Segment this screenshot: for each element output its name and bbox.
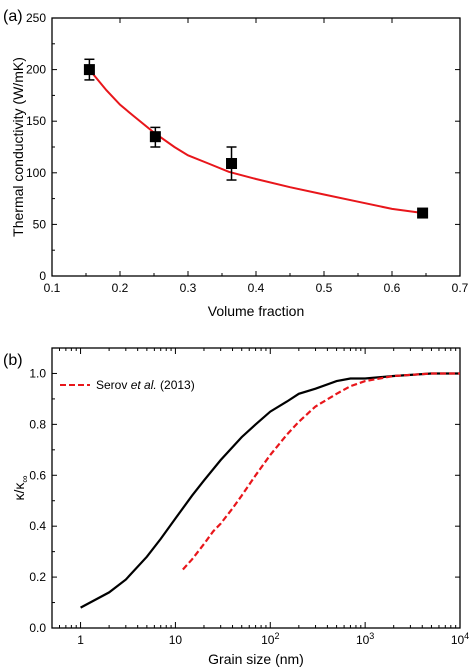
y-tick-label: 0.2 — [29, 570, 46, 584]
panel-b-y-ticks: 0.0 0.2 0.4 0.6 0.8 1.0 — [29, 366, 460, 635]
data-point-square — [149, 131, 161, 143]
x-tick-label-base: 1 — [77, 633, 84, 647]
y-tick-label: 0.6 — [29, 468, 46, 482]
x-tick-label: 0.4 — [248, 281, 265, 295]
panel-b-y-axis-title: κ/κ∞ — [11, 475, 31, 500]
y-tick-label: 0 — [39, 269, 46, 283]
y-tick-label: 0.8 — [29, 417, 46, 431]
x-tick-label-base: 10 — [169, 633, 183, 647]
serov-2013-curve — [182, 372, 460, 571]
panel-a-data — [83, 58, 429, 219]
x-tick-label: 102 — [261, 631, 279, 647]
data-point-square — [417, 207, 429, 219]
model-curve — [80, 372, 460, 609]
panel-a-y-ticks: 0 50 100 150 200 250 — [26, 11, 460, 283]
panel-b-x-axis-title: Grain size (nm) — [208, 651, 304, 667]
x-tick-label-base: 10 — [356, 633, 370, 647]
x-tick-label: 0.3 — [180, 281, 197, 295]
panel-a: (a) 0.1 0.2 0.3 0.4 0.5 0.6 0.7 0 50 100 150 200 25… — [3, 8, 469, 319]
y-tick-label: 0.4 — [29, 519, 46, 533]
y-tick-label: 200 — [26, 63, 46, 77]
panel-b-legend: Serov et al. (2013) — [60, 378, 195, 392]
x-tick-label: 0.5 — [316, 281, 333, 295]
panel-b-label: (b) — [3, 352, 23, 369]
legend-serov-year: (2013) — [157, 378, 195, 392]
legend-serov-etal: et al. — [131, 378, 157, 392]
panel-a-y-axis-title: Thermal conductivity (W/mK) — [10, 57, 26, 237]
panel-a-plot-frame — [51, 17, 461, 277]
fit-curve — [88, 68, 423, 214]
x-tick-label: 104 — [451, 631, 469, 647]
x-tick-label: 10 — [169, 633, 183, 647]
x-tick-label-base: 10 — [451, 633, 465, 647]
panel-b-y-axis-title-main: κ/κ — [11, 482, 27, 501]
x-tick-label: 0.2 — [112, 281, 129, 295]
y-tick-label: 0.0 — [29, 621, 46, 635]
x-tick-label-exponent: 4 — [464, 631, 469, 641]
panel-b-x-ticks: 1 10 102 103 104 — [51, 348, 469, 647]
legend-serov-author: Serov — [96, 378, 131, 392]
data-point-square — [226, 158, 238, 170]
x-tick-label-base: 10 — [261, 633, 275, 647]
y-tick-label: 50 — [33, 217, 47, 231]
y-tick-label: 100 — [26, 166, 46, 180]
y-tick-label: 150 — [26, 114, 46, 128]
panel-a-label: (a) — [3, 8, 23, 25]
data-point-square — [83, 64, 95, 76]
panel-b-data — [80, 372, 460, 609]
panel-a-x-ticks: 0.1 0.2 0.3 0.4 0.5 0.6 0.7 — [44, 18, 469, 295]
x-tick-label: 1 — [77, 633, 84, 647]
x-tick-label: 0.6 — [384, 281, 401, 295]
x-tick-label: 103 — [356, 631, 374, 647]
x-tick-label: 0.7 — [452, 281, 469, 295]
y-tick-label: 1.0 — [29, 366, 46, 380]
y-tick-label: 250 — [26, 11, 46, 25]
x-tick-label: 0.1 — [44, 281, 61, 295]
x-tick-label-exponent: 3 — [369, 631, 374, 641]
legend-serov-label: Serov et al. (2013) — [96, 378, 195, 392]
panel-b-y-axis-title-sub: ∞ — [20, 475, 31, 482]
panel-b: (b) 1 10 102 103 104 0.00.20.40.60.81.0 Grai… — [3, 347, 469, 667]
x-tick-label-exponent: 2 — [274, 631, 279, 641]
panel-a-x-axis-title: Volume fraction — [208, 303, 305, 319]
